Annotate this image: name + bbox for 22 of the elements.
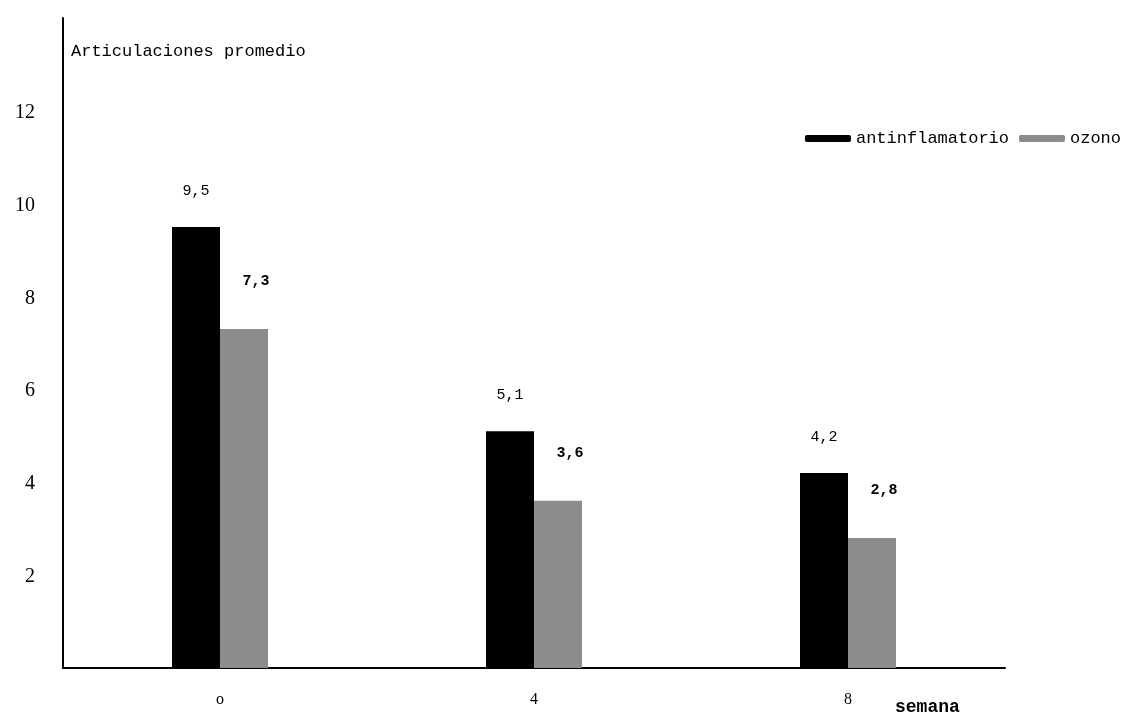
- legend-label: ozono: [1069, 129, 1122, 148]
- y-tick-label: 4: [25, 471, 35, 494]
- data-label: 9,5: [182, 182, 210, 200]
- data-label: 7,3: [242, 273, 270, 291]
- data-label: 2,8: [870, 482, 898, 499]
- x-tick-label: o: [216, 689, 224, 707]
- y-tick-label: 2: [25, 564, 35, 587]
- bar: [848, 538, 896, 668]
- y-tick-label: 10: [15, 192, 35, 215]
- x-tick-label: 4: [530, 689, 538, 707]
- bar: [220, 329, 268, 668]
- y-tick-label: 12: [15, 99, 35, 122]
- x-tick-label: 8: [844, 689, 852, 707]
- y-axis-title: Articulaciones promedio: [71, 42, 306, 61]
- bar: [534, 500, 582, 668]
- legend-label: antinflamatorio: [855, 129, 1009, 148]
- y-tick-label: 8: [25, 285, 35, 308]
- data-label: 4,2: [810, 429, 838, 446]
- y-tick-label: 6: [25, 378, 35, 401]
- data-label: 5,1: [496, 387, 524, 405]
- x-axis-title: semana: [895, 697, 961, 717]
- data-label: 3,6: [556, 444, 584, 462]
